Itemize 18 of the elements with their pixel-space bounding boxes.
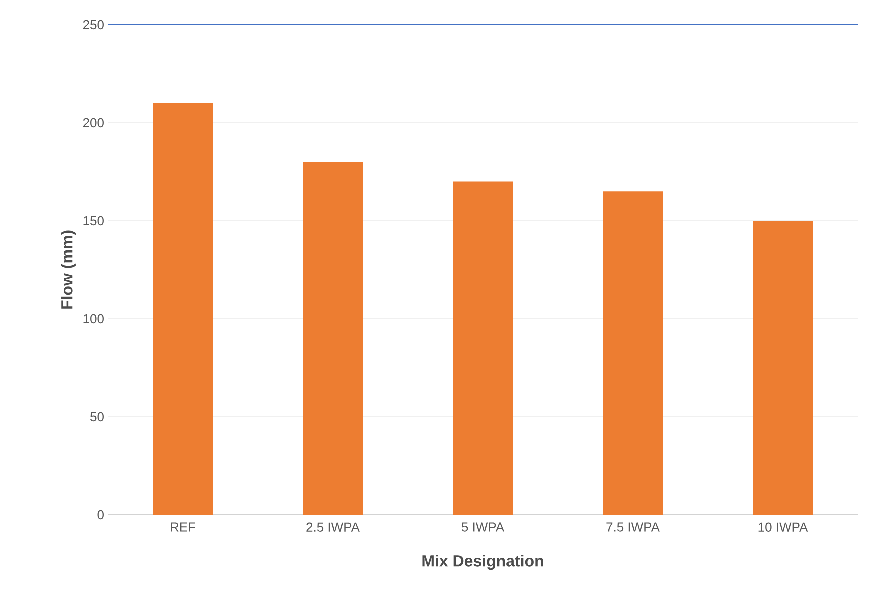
x-tick-label: REF bbox=[171, 522, 196, 532]
bar bbox=[603, 192, 664, 515]
y-tick-label: 50 bbox=[90, 412, 104, 422]
x-tick-label: 5 IWPA bbox=[462, 522, 505, 532]
y-tick-label: 0 bbox=[98, 510, 104, 520]
x-axis-title: Mix Designation bbox=[422, 555, 544, 570]
bar bbox=[453, 182, 514, 515]
bar bbox=[303, 162, 364, 515]
y-tick-label: 250 bbox=[83, 20, 104, 30]
bar bbox=[753, 220, 814, 515]
bar bbox=[153, 103, 213, 515]
y-tick-label: 100 bbox=[84, 314, 104, 324]
y-axis-title: Flow (mm) bbox=[61, 230, 76, 309]
x-tick-label: 2.5 IWPA bbox=[306, 522, 360, 532]
y-tick-label: 200 bbox=[83, 118, 104, 128]
x-tick-label: 7.5 IWPA bbox=[606, 522, 660, 532]
y-tick-label: 150 bbox=[84, 216, 104, 226]
x-tick-label: 10 IWPA bbox=[758, 522, 808, 532]
